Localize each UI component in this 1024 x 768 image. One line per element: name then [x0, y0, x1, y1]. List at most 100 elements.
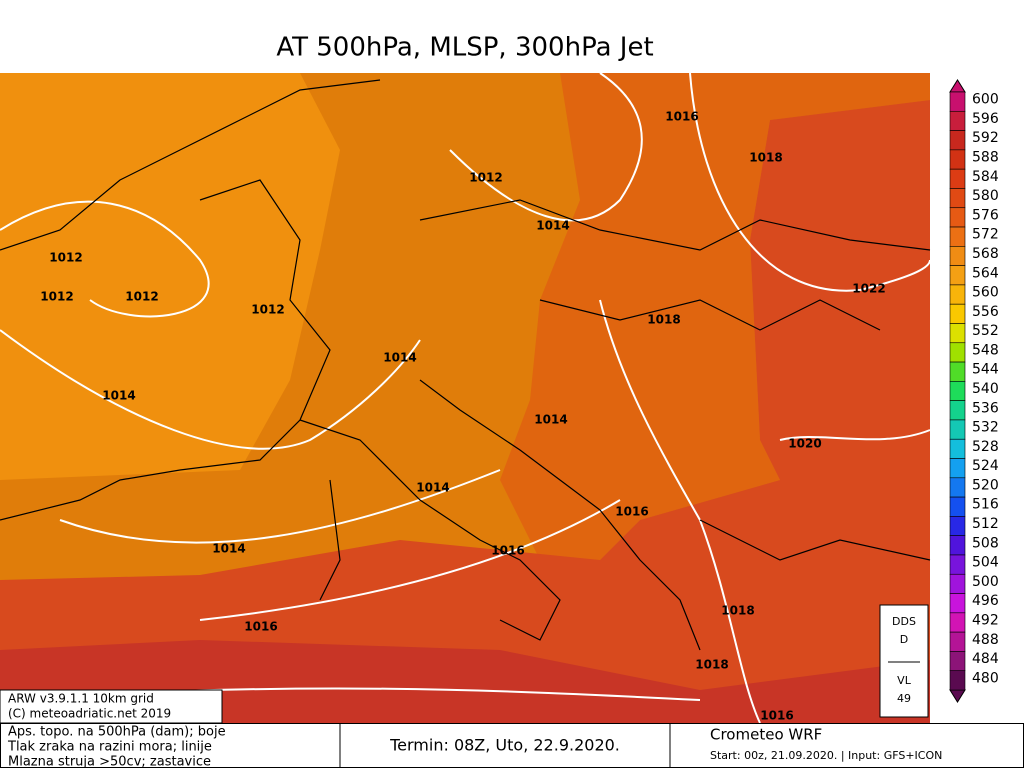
colorbar-swatch — [949, 670, 966, 691]
region-east — [500, 73, 930, 560]
colorbar-label: 516 — [972, 497, 999, 513]
colorbar-label: 492 — [972, 612, 999, 628]
colorbar-swatch — [949, 303, 966, 324]
isobar-label: 1018 — [749, 151, 782, 165]
station-box: DDS D VL 49 — [879, 604, 929, 718]
station-bottom: 49 — [897, 692, 911, 705]
isobar-label: 1016 — [615, 505, 648, 519]
colorbar-label: 540 — [972, 381, 999, 397]
colorbar-label: 572 — [972, 227, 999, 243]
colorbar-swatch — [949, 323, 966, 344]
copyright-line: (C) meteoadriatic.net 2019 — [8, 707, 171, 721]
colorbar-swatch — [949, 130, 966, 151]
colorbar-swatch — [949, 265, 966, 286]
colorbar-label: 504 — [972, 555, 999, 571]
colorbar: 600 596 592 588 584 580 576 572 568 564 560 556 552 5… — [949, 79, 999, 703]
colorbar-label: 520 — [972, 477, 999, 493]
isobar-label: 1012 — [251, 303, 284, 317]
colorbar-label: 564 — [972, 265, 999, 281]
colorbar-label: 500 — [972, 574, 999, 590]
footer-termin: Termin: 08Z, Uto, 22.9.2020. — [389, 736, 620, 755]
footer-product: Crometeo WRF — [710, 726, 822, 744]
isobar-label: 1022 — [852, 282, 885, 296]
colorbar-label: 588 — [972, 150, 999, 166]
isobar-label: 1012 — [469, 171, 502, 185]
isobar-label: 1018 — [695, 658, 728, 672]
colorbar-label: 576 — [972, 207, 999, 223]
map: 1012 1014 1016 1018 1012 1012 1012 1012 1014 1018… — [0, 72, 931, 724]
colorbar-label: 568 — [972, 246, 999, 262]
isobar-label: 1014 — [383, 351, 416, 365]
colorbar-label: 596 — [972, 111, 999, 127]
colorbar-arrow-top — [949, 79, 966, 93]
colorbar-label: 508 — [972, 535, 999, 551]
colorbar-label: 548 — [972, 342, 999, 358]
colorbar-swatch — [949, 342, 966, 363]
colorbar-swatch — [949, 496, 966, 517]
colorbar-label: 512 — [972, 516, 999, 532]
isobar-label: 1014 — [416, 481, 449, 495]
colorbar-swatch — [949, 438, 966, 459]
colorbar-label: 560 — [972, 285, 999, 301]
colorbar-swatch — [949, 593, 966, 614]
isobar-label: 1014 — [212, 542, 245, 556]
station-bottom: VL — [897, 674, 912, 687]
colorbar-label: 580 — [972, 188, 999, 204]
isobar-label: 1014 — [536, 219, 569, 233]
colorbar-swatch — [949, 361, 966, 382]
isobar-label: 1016 — [665, 110, 698, 124]
colorbar-arrow-bottom — [949, 689, 966, 703]
isobar-label: 1016 — [244, 620, 277, 634]
isobar-label: 1020 — [788, 437, 821, 451]
colorbar-swatch — [949, 400, 966, 421]
colorbar-label: 556 — [972, 304, 999, 320]
colorbar-label: 480 — [972, 670, 999, 686]
colorbar-swatch — [949, 149, 966, 170]
colorbar-swatch — [949, 573, 966, 594]
colorbar-label: 536 — [972, 400, 999, 416]
isobar-label: 1012 — [40, 290, 73, 304]
colorbar-swatch — [949, 188, 966, 209]
colorbar-label: 496 — [972, 593, 999, 609]
isobar-label: 1012 — [49, 251, 82, 265]
colorbar-swatch — [949, 612, 966, 633]
colorbar-swatch — [949, 284, 966, 305]
footer-legend: Tlak zraka na razini mora; linije — [7, 740, 212, 755]
isobar-label: 1014 — [534, 413, 567, 427]
colorbar-swatch — [949, 554, 966, 575]
colorbar-swatch — [949, 651, 966, 672]
station-top: DDS — [892, 615, 916, 628]
coastlines — [0, 79, 931, 651]
footer-start: Start: 00z, 21.09.2020. | Input: GFS+ICO… — [710, 749, 942, 762]
colorbar-label: 488 — [972, 632, 999, 648]
colorbar-swatch — [949, 207, 966, 228]
colorbar-swatch — [949, 168, 966, 189]
colorbar-label: 532 — [972, 420, 999, 436]
colorbar-swatch — [949, 110, 966, 131]
colorbar-label: 524 — [972, 458, 999, 474]
region-southeast — [0, 100, 930, 723]
region-south — [0, 640, 930, 723]
model-line: ARW v3.9.1.1 10km grid — [8, 692, 154, 706]
colorbar-label: 552 — [972, 323, 999, 339]
isobar-label: 1012 — [125, 290, 158, 304]
colorbar-swatch — [949, 226, 966, 247]
colorbar-swatch — [949, 477, 966, 498]
footer: Aps. topo. na 500hPa (dam); boje Tlak zr… — [0, 723, 1024, 768]
isobar-labels: 1012 1014 1016 1018 1012 1012 1012 1012 1014 1018… — [40, 110, 885, 723]
isobar-label: 1018 — [647, 313, 680, 327]
colorbar-swatch — [949, 535, 966, 556]
colorbar-swatch — [949, 631, 966, 652]
region-west — [0, 73, 340, 480]
colorbar-swatch — [949, 246, 966, 266]
isobar-label: 1018 — [721, 604, 754, 618]
isobar-label: 1016 — [491, 544, 524, 558]
isobar-label: 1014 — [102, 389, 135, 403]
title: AT 500hPa, MLSP, 300hPa Jet — [276, 33, 653, 63]
colorbar-swatch — [949, 458, 966, 479]
colorbar-label: 592 — [972, 130, 999, 146]
isobars — [0, 72, 931, 724]
isobar-label: 1016 — [760, 709, 793, 723]
footer-legend: Aps. topo. na 500hPa (dam); boje — [8, 725, 226, 740]
colorbar-label: 600 — [972, 92, 999, 108]
